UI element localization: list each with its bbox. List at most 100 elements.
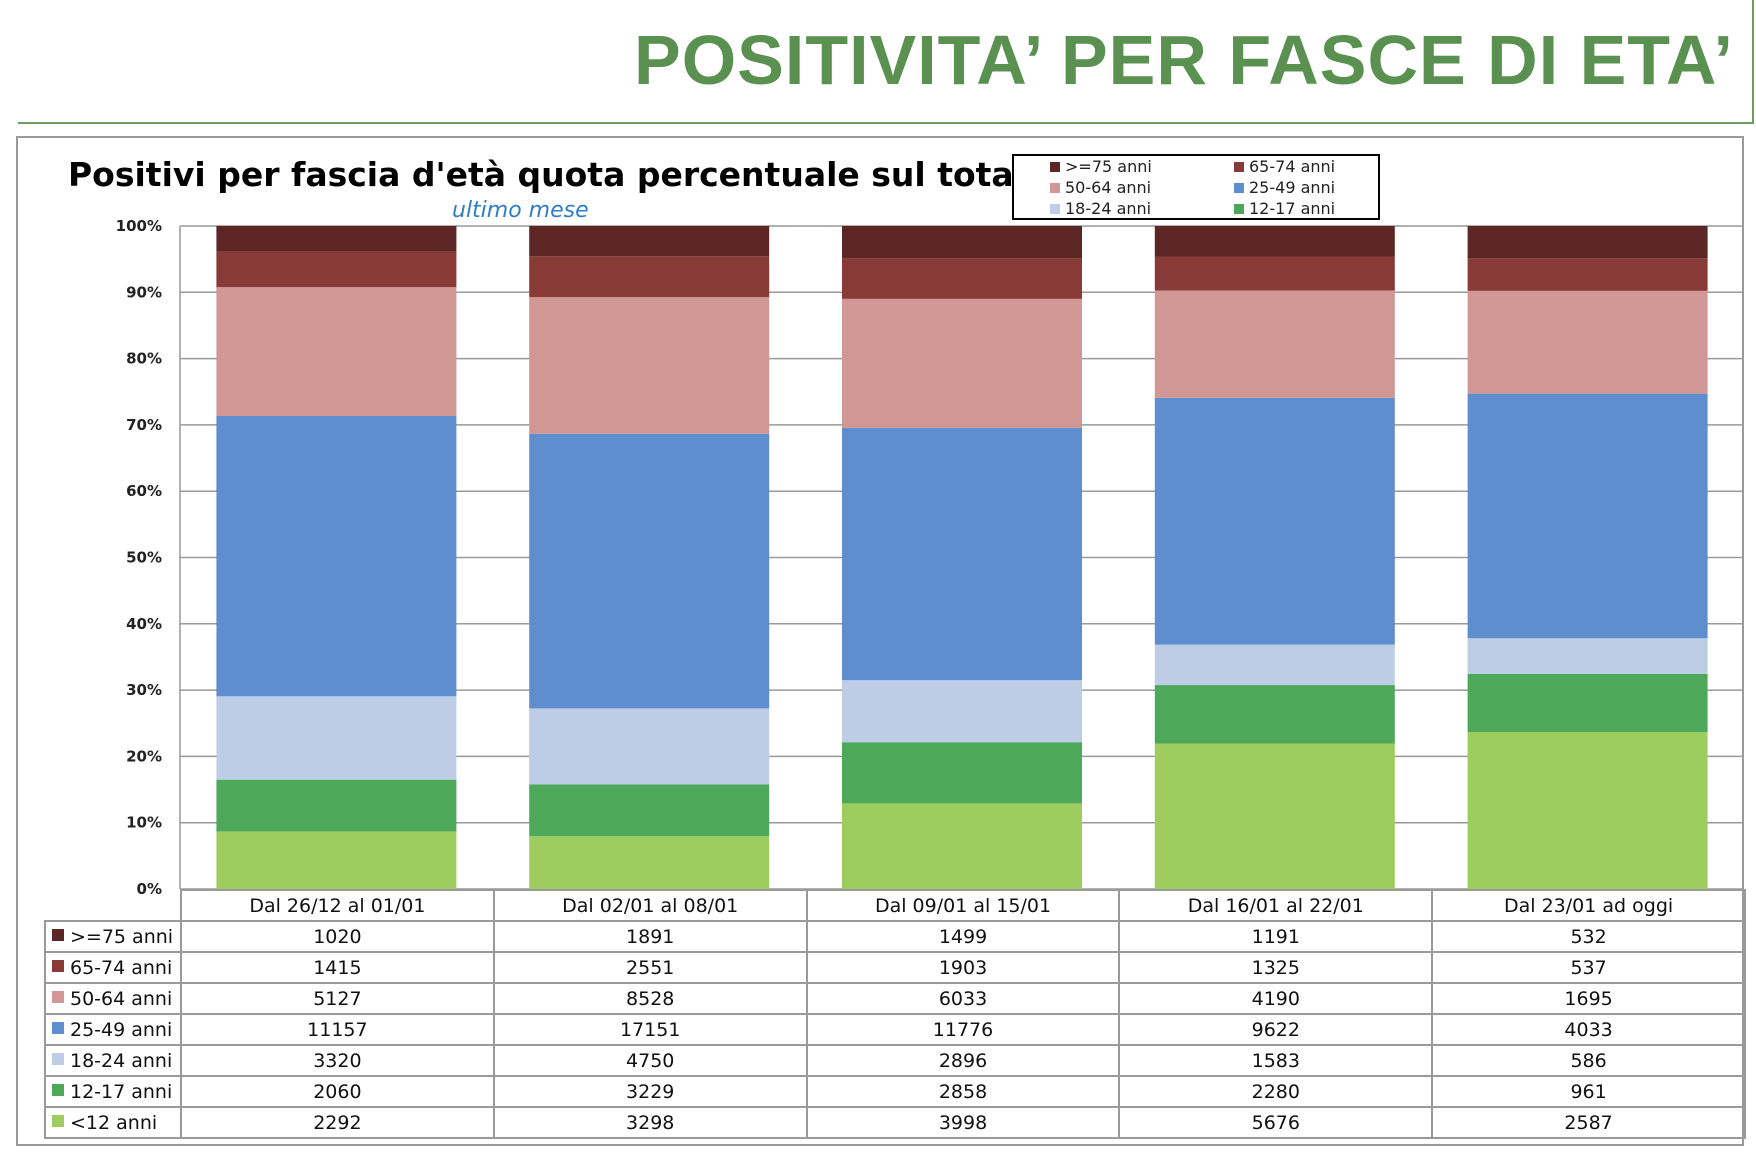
x-category-label: Dal 09/01 al 15/01 — [805, 889, 1121, 922]
series-name: <12 anni — [70, 1111, 158, 1134]
table-cell-value: 3298 — [492, 1106, 808, 1139]
bar-segment-12-17-anni — [529, 784, 770, 837]
table-cell-value: 3320 — [180, 1044, 495, 1077]
table-cell-value: 11157 — [180, 1013, 495, 1046]
series-name: 18-24 anni — [70, 1049, 173, 1072]
bar-segment-65-74-anni — [1154, 256, 1395, 291]
bar-segment-lt-12-anni — [1154, 743, 1395, 889]
legend-swatch — [52, 1022, 64, 1034]
legend-item-18-24-anni: 18-24 anni — [1050, 200, 1151, 218]
table-cell-value: 537 — [1431, 951, 1746, 984]
bar-segment-65-74-anni — [529, 256, 770, 298]
table-row-label: <12 anni — [44, 1106, 182, 1139]
chart-title: Positivi per fascia d'età quota percentu… — [68, 155, 1048, 194]
table-cell-value: 11776 — [805, 1013, 1121, 1046]
y-tick-label: 30% — [126, 681, 162, 699]
x-category-label: Dal 16/01 al 22/01 — [1118, 889, 1434, 922]
table-cell-value: 1325 — [1118, 951, 1434, 984]
bar-segment-12-17-anni — [216, 779, 457, 832]
bar-segment-ge-75-anni — [842, 226, 1082, 259]
legend-item-12-17-anni: 12-17 anni — [1234, 200, 1335, 218]
table-cell-value: 2858 — [805, 1075, 1121, 1108]
series-name: 12-17 anni — [70, 1080, 173, 1103]
legend-swatch — [1050, 203, 1060, 214]
table-cell-value: 4190 — [1118, 982, 1434, 1015]
bar-segment-50-64-anni — [1467, 290, 1708, 394]
series-name: >=75 anni — [70, 925, 174, 948]
series-name: 65-74 anni — [70, 956, 173, 979]
table-cell-value: 6033 — [805, 982, 1121, 1015]
y-tick-label: 60% — [126, 482, 162, 500]
legend-swatch — [52, 960, 64, 972]
legend-swatch — [1234, 182, 1244, 193]
bar-segment-25-49-anni — [1467, 393, 1708, 639]
x-category-label: Dal 02/01 al 08/01 — [492, 889, 808, 922]
table-cell-value: 3998 — [805, 1106, 1121, 1139]
legend-swatch — [1234, 161, 1244, 172]
series-name: 25-49 anni — [70, 1018, 173, 1041]
table-cell-value: 1583 — [1118, 1044, 1434, 1077]
table-cell-value: 1891 — [492, 920, 808, 953]
table-cell-value: 3229 — [492, 1075, 808, 1108]
bar-segment-18-24-anni — [1467, 638, 1708, 674]
bar-segment-lt-12-anni — [1467, 732, 1708, 889]
bar-segment-50-64-anni — [842, 298, 1082, 429]
bar-segment-50-64-anni — [1154, 290, 1395, 398]
table-row-25-49-anni: 25-49 anni 11157 17151 11776 9622 4033 — [44, 1013, 1746, 1046]
table-cell-value: 1020 — [180, 920, 495, 953]
table-row-18-24-anni: 18-24 anni 3320 4750 2896 1583 586 — [44, 1044, 1746, 1077]
table-corner — [45, 890, 182, 922]
bar-segment-65-74-anni — [1467, 258, 1708, 291]
y-tick-label: 20% — [126, 747, 162, 765]
legend-label: >=75 anni — [1065, 157, 1152, 176]
x-category-label: Dal 26/12 al 01/01 — [180, 889, 495, 922]
legend-item-25-49-anni: 25-49 anni — [1234, 179, 1335, 197]
table-row-ge-75-anni: >=75 anni 1020 1891 1499 1191 532 — [44, 920, 1746, 953]
table-row-65-74-anni: 65-74 anni 1415 2551 1903 1325 537 — [44, 951, 1746, 984]
bar-segment-12-17-anni — [1467, 673, 1708, 733]
title-rule — [18, 122, 1754, 124]
table-cell-value: 4033 — [1431, 1013, 1746, 1046]
slide-title: POSITIVITA’ PER FASCE DI ETA’ — [634, 21, 1734, 99]
legend-swatch — [52, 1053, 64, 1065]
table-cell-value: 1415 — [180, 951, 495, 984]
table-row-50-64-anni: 50-64 anni 5127 8528 6033 4190 1695 — [44, 982, 1746, 1015]
legend-item-65-74-anni: 65-74 anni — [1234, 158, 1335, 176]
table-cell-value: 2896 — [805, 1044, 1121, 1077]
bar-segment-25-49-anni — [842, 428, 1082, 681]
bar-segment-ge-75-anni — [216, 226, 457, 252]
bar-segment-65-74-anni — [216, 251, 457, 288]
table-row-label: 25-49 anni — [44, 1013, 182, 1046]
table-cell-value: 2280 — [1118, 1075, 1434, 1108]
legend-label: 25-49 anni — [1249, 178, 1336, 197]
y-tick-label: 100% — [116, 217, 162, 235]
table-cell-value: 1695 — [1431, 982, 1746, 1015]
table-cell-value: 1903 — [805, 951, 1121, 984]
legend-swatch — [1234, 203, 1244, 214]
legend-label: 18-24 anni — [1065, 199, 1152, 218]
table-row-label: >=75 anni — [44, 920, 182, 953]
legend-swatch — [52, 991, 64, 1003]
bar-segment-18-24-anni — [529, 708, 770, 785]
table-row-label: 65-74 anni — [44, 951, 182, 984]
table-cell-value: 8528 — [492, 982, 808, 1015]
table-cell-value: 961 — [1431, 1075, 1746, 1108]
table-cell-value: 586 — [1431, 1044, 1746, 1077]
data-table: Dal 26/12 al 01/01 Dal 02/01 al 08/01 Dal … — [44, 889, 1746, 1139]
bar-segment-lt-12-anni — [842, 803, 1082, 889]
bar-segment-65-74-anni — [842, 258, 1082, 299]
bar-segment-25-49-anni — [216, 415, 457, 697]
bar-segment-50-64-anni — [529, 297, 770, 434]
bar-segment-18-24-anni — [1154, 644, 1395, 686]
table-row-label: 18-24 anni — [44, 1044, 182, 1077]
legend-label: 12-17 anni — [1249, 199, 1336, 218]
bar-segment-ge-75-anni — [1467, 226, 1708, 259]
table-cell-value: 4750 — [492, 1044, 808, 1077]
bar-segment-25-49-anni — [1154, 397, 1395, 645]
legend-swatch — [1050, 182, 1060, 193]
table-row-12-17-anni: 12-17 anni 2060 3229 2858 2280 961 — [44, 1075, 1746, 1108]
bar-segment-lt-12-anni — [216, 831, 457, 889]
bar-segment-18-24-anni — [216, 696, 457, 780]
bar-segment-12-17-anni — [1154, 685, 1395, 744]
table-cell-value: 2292 — [180, 1106, 495, 1139]
